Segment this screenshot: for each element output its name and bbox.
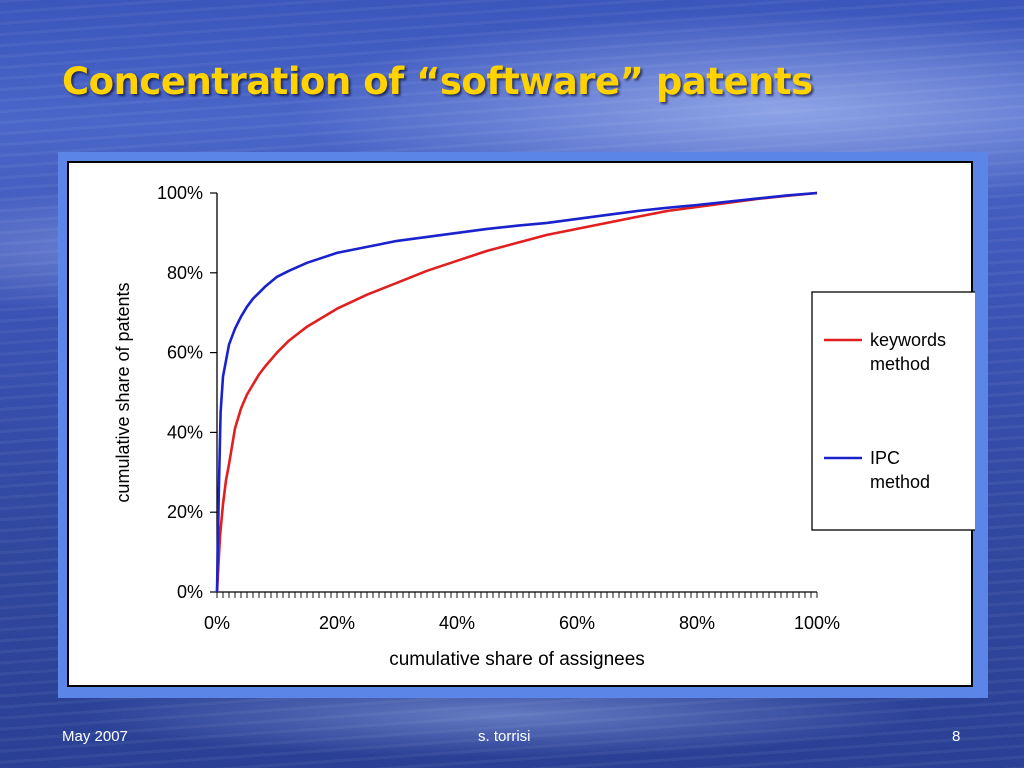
line-chart: 0% 20% 40% 60% 80% 100% 0% 20% 40% 60% 80% 100% cumu… (113, 183, 975, 670)
y-tick-label: 40% (167, 422, 203, 442)
legend-label-keywords-line2: method (870, 354, 930, 374)
legend-label-keywords: keywords (870, 330, 946, 350)
y-tick-label: 20% (167, 502, 203, 522)
x-minor-ticks (216, 592, 818, 598)
y-axis-title: cumulative share of patents (113, 282, 133, 502)
x-tick-label: 0% (204, 613, 230, 633)
x-tick-label: 100% (794, 613, 840, 633)
legend-label-ipc-line2: method (870, 472, 930, 492)
y-tick-label: 60% (167, 343, 203, 363)
x-axis-title: cumulative share of assignees (389, 649, 645, 670)
legend-box (811, 291, 975, 531)
footer-date: May 2007 (62, 728, 128, 745)
x-tick-label: 20% (319, 613, 355, 633)
chart-frame: 0% 20% 40% 60% 80% 100% 0% 20% 40% 60% 80% 100% cumu… (58, 152, 988, 698)
x-tick-label: 40% (439, 613, 475, 633)
series-line-ipc (215, 191, 818, 593)
footer-page-number: 8 (952, 728, 961, 745)
footer-author: s. torrisi (478, 728, 531, 745)
x-tick-label: 80% (679, 613, 715, 633)
y-tick-label: 80% (167, 263, 203, 283)
slide-title: Concentration of “software” patents (62, 60, 813, 103)
legend-label-ipc: IPC (870, 448, 900, 468)
x-tick-label: 60% (559, 613, 595, 633)
series-line-keywords (215, 191, 818, 593)
chart-panel: 0% 20% 40% 60% 80% 100% 0% 20% 40% 60% 80% 100% cumu… (67, 161, 975, 687)
y-tick-label: 0% (177, 582, 203, 602)
y-tick-label: 100% (157, 183, 203, 203)
